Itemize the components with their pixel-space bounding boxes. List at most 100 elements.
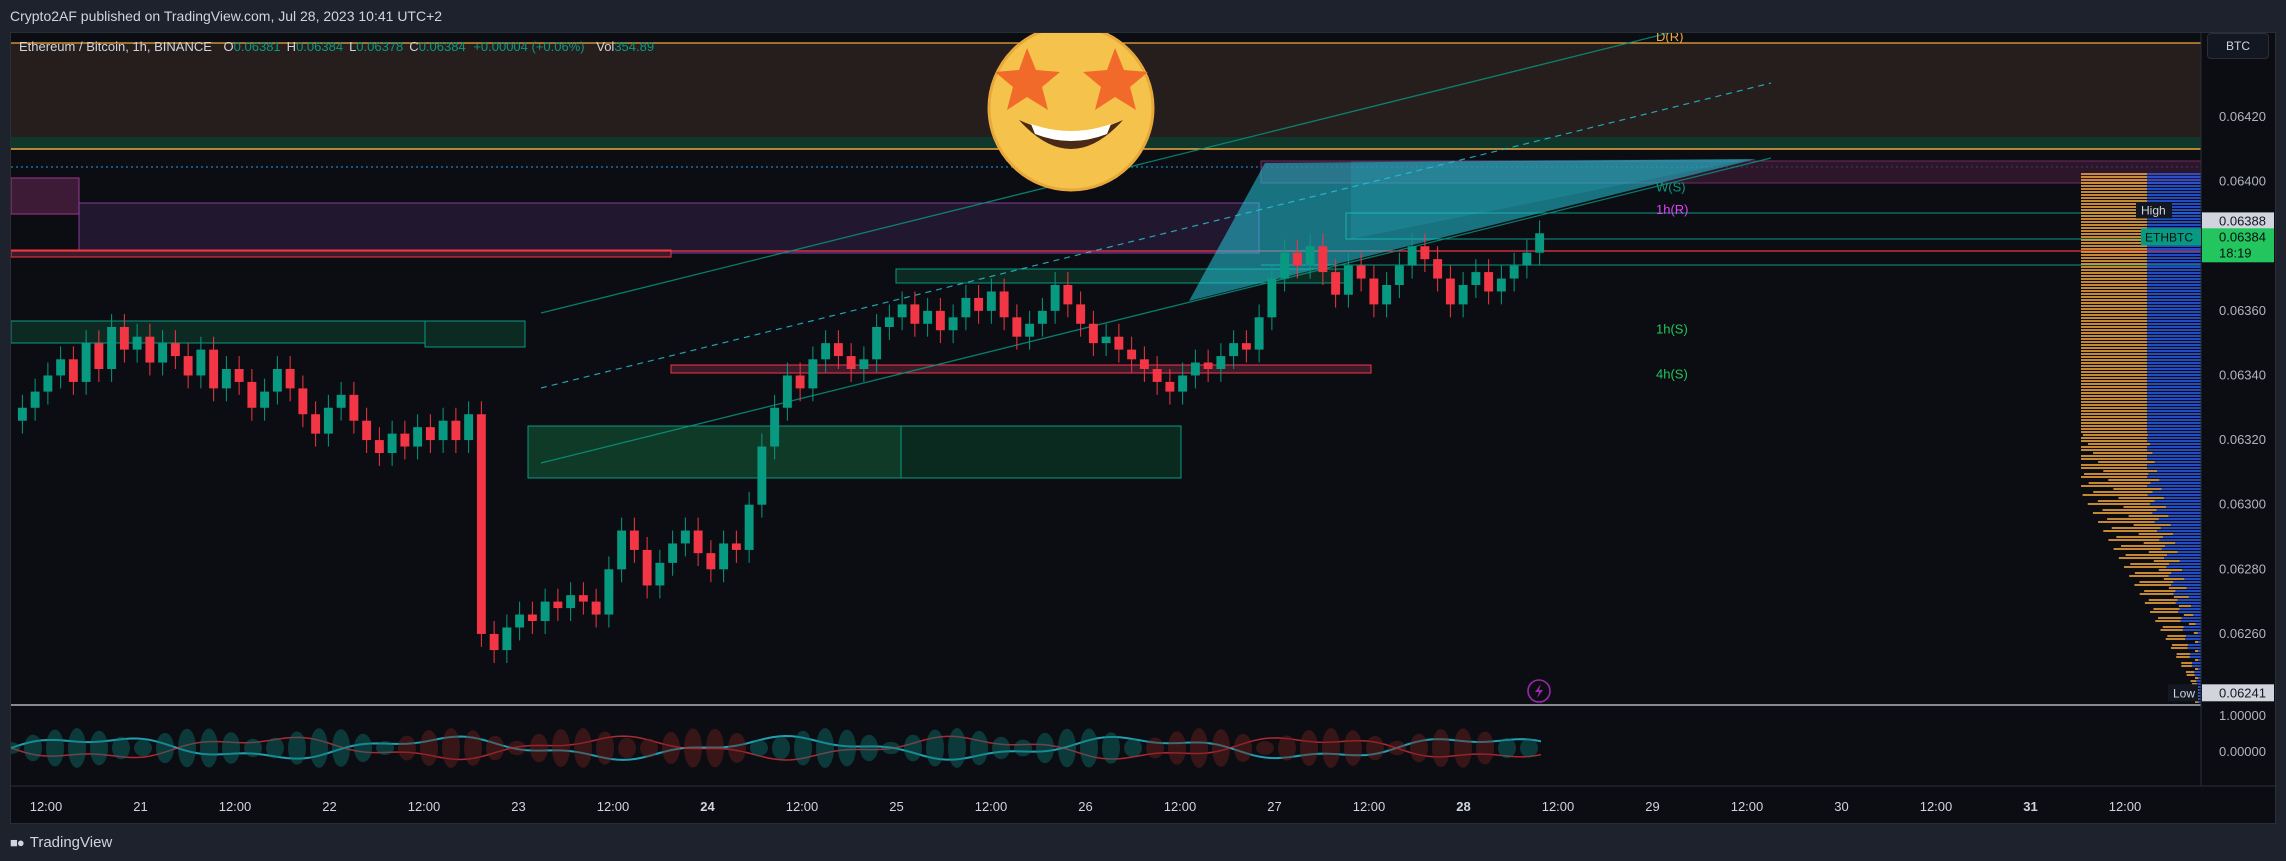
volume-profile-bar (2157, 530, 2201, 532)
volume-profile-bar (2081, 185, 2147, 187)
volume-profile-bar (2081, 266, 2147, 268)
candle-body (1318, 246, 1328, 273)
oscillator-blob (332, 729, 350, 767)
volume-profile-bar (2161, 488, 2201, 490)
symbol-legend[interactable]: Ethereum / Bitcoin, 1h, BINANCE O0.06381… (19, 39, 654, 54)
volume-profile-bar (2193, 614, 2201, 616)
volume-profile-bar (2081, 197, 2147, 199)
currency-button[interactable]: BTC (2207, 33, 2269, 59)
volume-profile-bar (2081, 428, 2147, 430)
volume-profile-bar (2178, 605, 2192, 607)
supply-zone-mid (78, 202, 1260, 254)
candle-body (693, 530, 703, 554)
volume-profile-bar (2178, 611, 2201, 613)
oscillator-blob (1300, 729, 1318, 767)
oscillator-blob (662, 732, 680, 764)
volume-profile-bar (2081, 248, 2147, 250)
volume-profile-bar (2081, 383, 2147, 385)
symbol-title[interactable]: Ethereum / Bitcoin, 1h, BINANCE (19, 39, 212, 54)
volume-profile-bar (2198, 698, 2201, 700)
volume-profile-bar (2147, 281, 2201, 283)
price-tick-label: 0.06300 (2219, 497, 2266, 512)
volume-profile-bar (2186, 674, 2195, 676)
svg-text:18:19: 18:19 (2219, 245, 2252, 260)
candle-body (1433, 259, 1443, 279)
volume-profile-bar (2147, 392, 2201, 394)
volume-profile-bar (2198, 641, 2201, 643)
oscillator-blob (904, 734, 922, 762)
volume-profile-bar (2123, 506, 2167, 508)
volume-profile-bar (2081, 320, 2147, 322)
volume-profile-bar (2147, 308, 2201, 310)
volume-profile-bar (2193, 632, 2198, 634)
volume-profile-bar (2081, 485, 2147, 487)
volume-value: 354.89 (614, 39, 655, 54)
volume-profile-bar (2147, 290, 2201, 292)
volume-profile-bar (2195, 650, 2199, 652)
oscillator-blob (508, 740, 526, 756)
chart-frame[interactable]: D(R)W(S)1h(R)1h(S)4h(S) 0.064400.064200.… (2, 18, 2276, 824)
footer-brand[interactable]: ■● TradingView (10, 828, 112, 858)
volume-profile-bar (2195, 677, 2199, 679)
time-tick-label: 25 (889, 799, 903, 814)
price-tick-label: 0.06280 (2219, 561, 2266, 576)
candle-body (1063, 285, 1073, 305)
volume-profile-bar (2147, 206, 2201, 208)
svg-text:0.06384: 0.06384 (2219, 229, 2266, 244)
volume-profile-bar (2081, 299, 2147, 301)
volume-profile-bar (2081, 365, 2147, 367)
candle-body (1241, 343, 1251, 350)
volume-profile-bar (2081, 374, 2147, 376)
volume-profile-bar (2144, 602, 2176, 604)
oscillator-blob (1410, 733, 1428, 763)
candle-body (1050, 285, 1060, 311)
volume-profile-bar (2081, 377, 2147, 379)
oscillator-blob (310, 728, 328, 768)
tradingview-logo-icon: ■● (10, 835, 25, 850)
volume-profile-bar (2147, 278, 2201, 280)
candle-body (744, 504, 754, 550)
volume-profile-bar (2179, 608, 2201, 610)
volume-profile-bar (2150, 611, 2179, 613)
volume-profile-bar (2147, 422, 2201, 424)
time-tick-label: 21 (133, 799, 147, 814)
candle-body (821, 343, 831, 360)
volume-profile-bar (2081, 242, 2147, 244)
volume-profile-bar (2147, 311, 2201, 313)
volume-profile-bar (2093, 452, 2153, 454)
volume-profile-bar (2147, 245, 2201, 247)
volume-profile-bar (2081, 263, 2147, 265)
ohlc-value: 0.06381 (233, 39, 281, 54)
volume-profile-bar (2147, 263, 2201, 265)
volume-profile-bar (2198, 668, 2201, 670)
volume-profile-bar (2081, 380, 2147, 382)
price-chart[interactable]: D(R)W(S)1h(R)1h(S)4h(S) 0.064400.064200.… (2, 18, 2275, 823)
volume-profile-bar (2081, 287, 2147, 289)
volume-profile-bar (2081, 323, 2147, 325)
volume-profile-bar (2147, 296, 2201, 298)
volume-profile-bar (2150, 503, 2201, 505)
candle-body (1152, 369, 1162, 382)
low-price-label: Low 0.06241 (2168, 684, 2274, 702)
volume-profile-bar (2148, 473, 2201, 475)
oscillator-blob (1102, 732, 1120, 764)
volume-profile-bar (2118, 497, 2164, 499)
volume-profile-bar (2081, 404, 2147, 406)
volume-profile-bar (2158, 569, 2183, 571)
volume-profile-bar (2081, 341, 2147, 343)
volume-profile-bar (2108, 479, 2160, 481)
time-tick-label: 12:00 (975, 799, 1008, 814)
volume-profile-bar (2087, 443, 2151, 445)
oscillator-blob (1124, 738, 1142, 758)
volume-profile-bar (2113, 548, 2162, 550)
lightning-icon[interactable] (1527, 679, 1551, 703)
volume-profile-bar (2081, 353, 2147, 355)
price-axis[interactable] (2201, 33, 2275, 786)
volume-profile-bar (2147, 437, 2201, 439)
volume-profile-bar (2147, 257, 2201, 259)
volume-profile-bar (2167, 554, 2201, 556)
volume-profile-bar (2147, 350, 2201, 352)
volume-profile-bar (2093, 491, 2153, 493)
candle-body (833, 343, 843, 357)
